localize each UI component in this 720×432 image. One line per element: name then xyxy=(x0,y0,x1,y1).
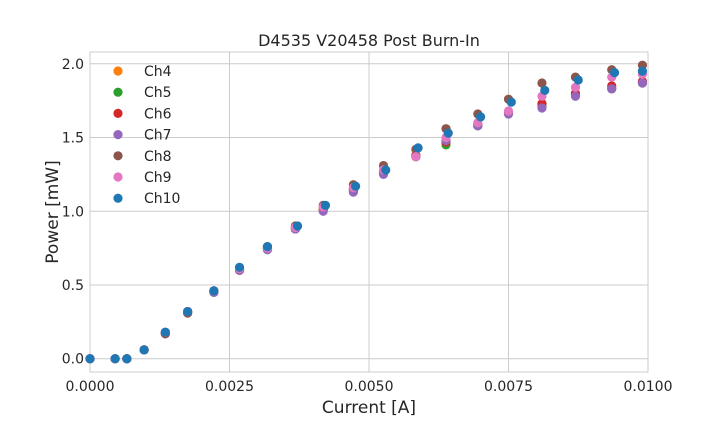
legend-marker xyxy=(113,151,123,161)
data-point xyxy=(607,84,617,94)
data-point xyxy=(476,112,486,122)
legend-entry: Ch4 xyxy=(144,64,172,80)
data-point xyxy=(570,82,581,92)
y-tick-label: 0.0 xyxy=(62,352,84,368)
x-tick-label: 0.0025 xyxy=(205,379,254,395)
x-ticks: 0.0000 0.0025 0.0050 0.0075 0.0100 xyxy=(66,379,673,395)
data-point xyxy=(540,85,550,95)
legend-marker xyxy=(113,193,123,203)
legend-entry: Ch8 xyxy=(144,149,172,165)
data-point xyxy=(122,354,132,364)
x-tick-label: 0.0075 xyxy=(484,379,533,395)
data-points xyxy=(85,60,648,364)
legend-marker xyxy=(113,66,123,76)
data-point xyxy=(292,221,303,231)
data-point xyxy=(139,345,149,355)
y-tick-label: 1.5 xyxy=(62,131,84,147)
x-tick-label: 0.0100 xyxy=(624,379,673,395)
y-axis-label: Power [mW] xyxy=(43,160,63,263)
data-point xyxy=(637,66,648,76)
data-point xyxy=(234,262,245,272)
grid xyxy=(89,52,649,372)
data-point xyxy=(381,165,391,175)
y-tick-label: 0.5 xyxy=(62,278,84,294)
data-point xyxy=(537,78,547,88)
y-tick-label: 2.0 xyxy=(62,57,84,73)
data-point xyxy=(262,242,273,252)
legend-marker xyxy=(113,108,123,118)
legend-entry: Ch6 xyxy=(144,106,172,122)
chart-title: D4535 V20458 Post Burn-In xyxy=(258,31,480,50)
data-point xyxy=(443,128,453,138)
legend-marker xyxy=(113,87,123,97)
data-point xyxy=(609,68,620,78)
data-point xyxy=(411,152,421,162)
data-point xyxy=(351,181,361,191)
data-point xyxy=(320,200,331,210)
data-point xyxy=(85,354,95,364)
legend-marker xyxy=(113,130,123,140)
data-point xyxy=(160,327,170,337)
legend-entry: Ch5 xyxy=(144,85,172,101)
y-ticks: 0.0 0.5 1.0 1.5 2.0 xyxy=(62,57,84,368)
x-axis-label: Current [A] xyxy=(322,398,416,418)
legend-entry: Ch9 xyxy=(144,170,172,186)
y-tick-label: 1.0 xyxy=(62,204,84,220)
data-point xyxy=(413,143,423,153)
data-point xyxy=(110,354,120,364)
data-point xyxy=(570,91,581,101)
legend-entry: Ch7 xyxy=(144,128,172,144)
data-point xyxy=(637,78,648,88)
data-point xyxy=(183,306,193,317)
series-ch10 xyxy=(85,66,648,364)
data-point xyxy=(573,75,583,85)
x-tick-label: 0.0000 xyxy=(66,379,115,395)
legend-entry: Ch10 xyxy=(144,191,180,207)
data-point xyxy=(506,97,516,107)
legend-marker xyxy=(113,172,123,182)
data-point xyxy=(503,106,514,116)
legend: Ch4 Ch5 Ch6 Ch7 Ch8 Ch9 Ch10 xyxy=(113,64,180,207)
data-point xyxy=(537,103,547,113)
x-tick-label: 0.0050 xyxy=(345,379,394,395)
data-point xyxy=(209,286,219,296)
